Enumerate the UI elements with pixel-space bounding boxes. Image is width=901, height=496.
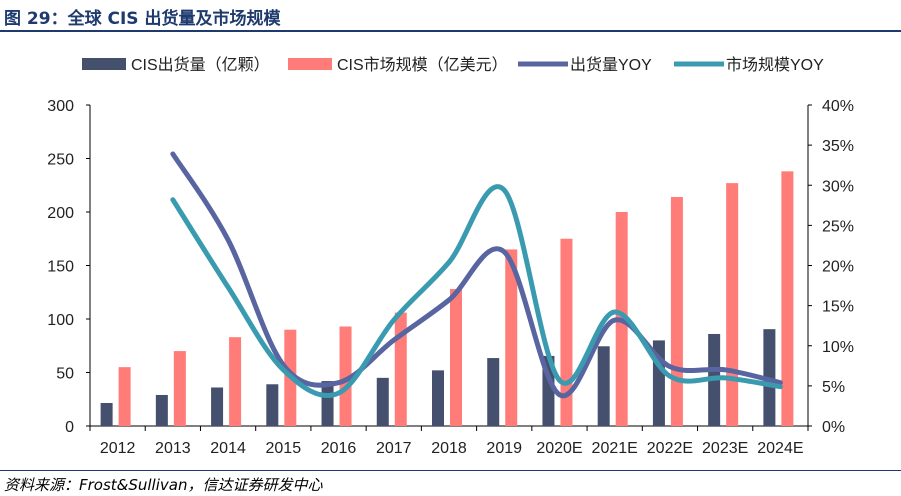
- shipment-bar: [321, 381, 334, 426]
- legend-swatch-1: [288, 58, 332, 70]
- shipment-bar: [266, 384, 279, 426]
- legend-label-3: 市场规模YOY: [726, 56, 824, 74]
- x-tick-label: 2014: [210, 440, 246, 457]
- market-size-yoy-line: [170, 184, 783, 399]
- shipment-bar: [432, 370, 444, 426]
- shipment-bar: [487, 358, 500, 426]
- source-divider: [0, 470, 901, 471]
- market-size-bar: [781, 171, 794, 426]
- x-tick-label: 2012: [100, 440, 136, 457]
- left-tick-label: 150: [47, 259, 74, 276]
- x-tick-label: 2015: [266, 440, 302, 457]
- figure-title: 图 29：全球 CIS 出货量及市场规模: [4, 9, 281, 29]
- market-size-bar: [670, 197, 683, 426]
- x-tick-label: 2013: [155, 440, 191, 457]
- legend-label-1: CIS市场规模（亿美元）: [337, 56, 508, 74]
- shipment-bar: [376, 377, 389, 426]
- right-tick-label: 5%: [822, 379, 845, 396]
- left-tick-label: 0: [65, 419, 74, 436]
- legend-swatch-0: [82, 58, 126, 70]
- shipment-yoy-line: [170, 151, 783, 399]
- x-tick-label: 2018: [431, 440, 467, 457]
- right-tick-label: 20%: [822, 259, 854, 276]
- chart: 0 50 100 150 200 250 300 0% 5% 10% 15% 20% 25% 30% 35%…: [47, 56, 854, 457]
- market-size-bar: [394, 312, 407, 426]
- legend-label-0: CIS出货量（亿颗）: [131, 56, 270, 74]
- shipment-bar: [597, 346, 610, 426]
- market-size-bar: [173, 351, 186, 426]
- left-tick-label: 100: [47, 312, 74, 329]
- left-tick-label: 50: [56, 366, 74, 383]
- right-tick-label: 10%: [822, 339, 854, 356]
- right-tick-label: 40%: [822, 98, 854, 115]
- shipment-bar: [155, 394, 168, 426]
- x-tick-label: 2021E: [592, 440, 638, 457]
- left-tick-label: 300: [47, 98, 74, 115]
- right-tick-label: 30%: [822, 178, 854, 195]
- left-tick-label: 250: [47, 152, 74, 169]
- market-size-bar: [726, 183, 739, 426]
- x-tick-label: 2024E: [757, 440, 803, 457]
- right-tick-label: 35%: [822, 138, 854, 155]
- right-tick-label: 25%: [822, 218, 854, 235]
- right-tick-label: 0%: [822, 419, 845, 436]
- x-tick-label: 2017: [376, 440, 412, 457]
- market-size-bar: [339, 326, 352, 426]
- x-tick-label: 2019: [486, 440, 522, 457]
- x-tick-label: 2023E: [702, 440, 748, 457]
- right-tick-label: 15%: [822, 299, 854, 316]
- market-size-bar: [505, 249, 518, 426]
- source-note: 资料来源：Frost&Sullivan，信达证券研发中心: [4, 476, 323, 494]
- left-tick-label: 200: [47, 205, 74, 222]
- x-tick-label: 2022E: [647, 440, 693, 457]
- legend-label-2: 出货量YOY: [570, 56, 652, 74]
- market-size-bar: [229, 337, 242, 426]
- x-tick-label: 2020E: [536, 440, 582, 457]
- market-size-bar: [118, 367, 131, 426]
- shipment-bar: [100, 402, 113, 426]
- title-divider: [0, 30, 901, 32]
- shipment-bar: [211, 387, 224, 426]
- x-tick-label: 2016: [321, 440, 357, 457]
- market-size-bar: [450, 289, 462, 426]
